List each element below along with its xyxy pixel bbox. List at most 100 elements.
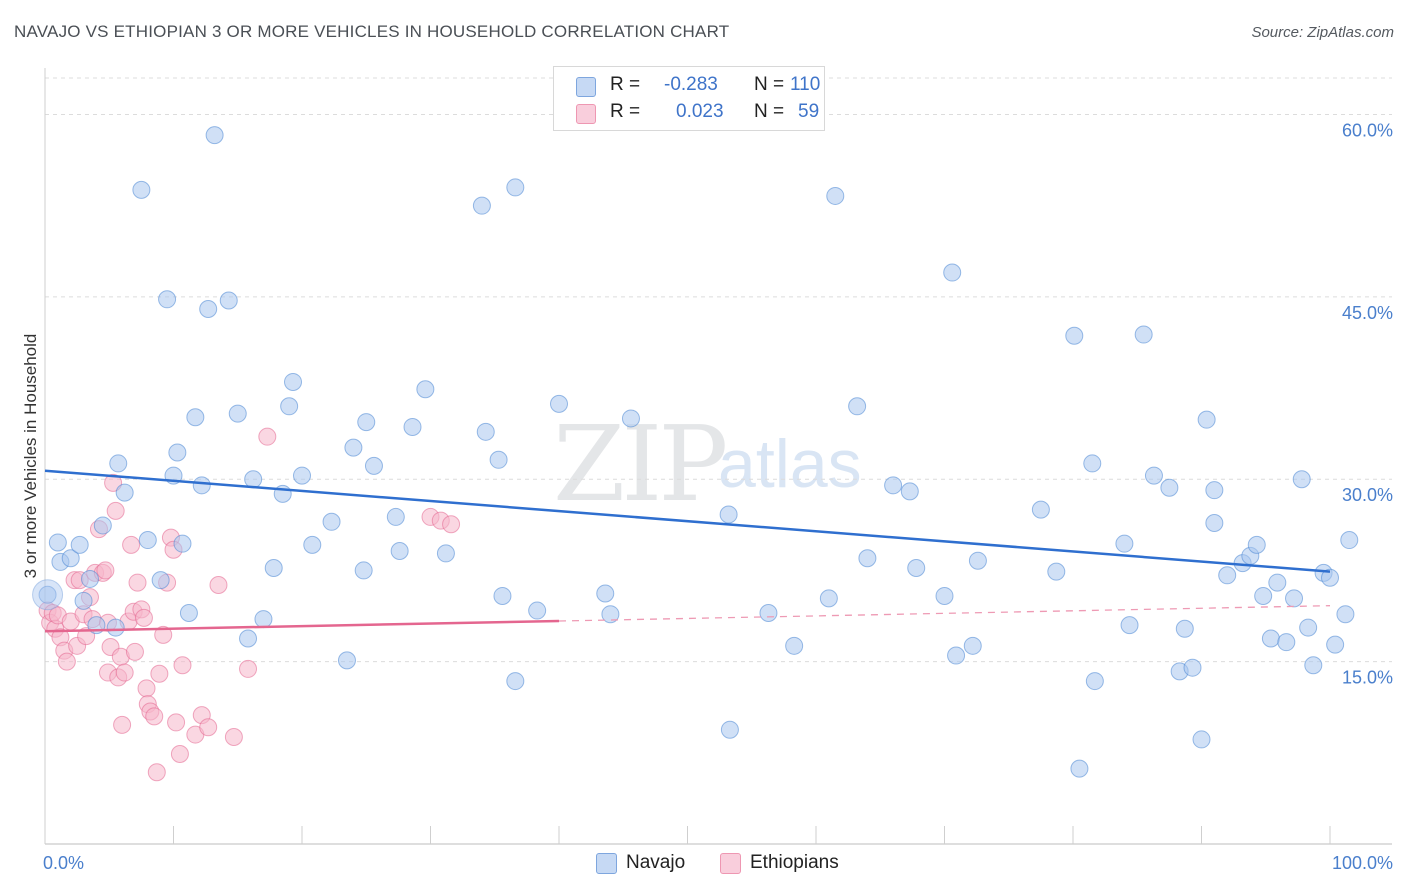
ethiopians-point	[147, 763, 166, 782]
navajo-point	[900, 482, 919, 501]
navajo-point	[601, 605, 620, 624]
navajo-point	[106, 618, 125, 637]
ethiopians-trend-line-solid	[44, 619, 560, 633]
navajo-point	[239, 629, 258, 648]
navajo-point	[1197, 410, 1216, 429]
navajo-point	[364, 456, 383, 475]
navajo-point	[1115, 534, 1134, 553]
navajo-point	[158, 290, 177, 309]
legend-label: Ethiopians	[750, 852, 839, 873]
ethiopians-point	[104, 473, 123, 492]
navajo-point	[550, 394, 568, 413]
navajo-point	[284, 372, 303, 391]
navajo-point	[943, 263, 962, 282]
axes	[44, 68, 1392, 845]
navajo-trend-line	[44, 469, 1331, 573]
navajo-point	[38, 585, 57, 604]
navajo-point	[1261, 629, 1280, 648]
navajo-point	[436, 544, 455, 563]
navajo-point	[785, 636, 804, 655]
ethiopians-points	[38, 427, 461, 782]
navajo-point	[1285, 589, 1304, 608]
ethiopians-swatch	[576, 104, 596, 124]
r-value: -0.283	[664, 74, 718, 95]
ethiopians-point	[137, 679, 156, 698]
navajo-point	[228, 404, 247, 423]
navajo-point	[109, 454, 128, 473]
ethiopians-point	[173, 656, 192, 675]
ethiopians-point	[258, 427, 277, 446]
navajo-point	[1321, 568, 1339, 587]
navajo-point	[963, 636, 982, 655]
ethiopians-point	[77, 627, 96, 646]
ethiopians-point	[239, 659, 258, 678]
navajo-point	[506, 178, 525, 197]
navajo-point	[1254, 586, 1273, 605]
navajo-point	[138, 531, 157, 550]
ethiopians-swatch	[720, 853, 741, 874]
y-tick-label: 30.0%	[1342, 485, 1393, 505]
ethiopians-point	[125, 642, 144, 661]
navajo-point	[1326, 635, 1345, 654]
navajo-point	[403, 417, 422, 436]
navajo-point	[205, 126, 224, 145]
navajo-point	[244, 470, 263, 489]
navajo-point	[528, 601, 547, 620]
navajo-point	[199, 300, 218, 319]
navajo-point	[354, 561, 373, 580]
navajo-point	[1047, 562, 1066, 581]
navajo-point	[70, 535, 89, 554]
x-tick-label-min: 0.0%	[43, 853, 84, 873]
navajo-swatch	[576, 77, 596, 97]
ethiopians-point	[115, 663, 134, 682]
navajo-point	[1134, 325, 1153, 344]
navajo-point	[596, 584, 615, 603]
ethiopians-point	[167, 713, 186, 732]
navajo-point	[848, 397, 867, 416]
navajo-point	[357, 413, 376, 432]
navajo-point	[1031, 500, 1050, 519]
ethiopians-point	[113, 715, 132, 734]
r-label: R =	[610, 74, 641, 95]
navajo-point	[132, 180, 151, 199]
navajo-point	[1192, 730, 1211, 749]
correlation-legend: R = -0.283 N = 110 R = 0.023 N = 59	[553, 66, 825, 131]
navajo-point	[344, 438, 363, 457]
navajo-point	[819, 589, 838, 608]
ethiopians-point	[442, 515, 461, 534]
navajo-point	[719, 505, 738, 524]
navajo-point	[115, 483, 134, 502]
watermark-atlas: atlas	[718, 426, 862, 502]
navajo-point	[1070, 759, 1089, 778]
ethiopians-point	[106, 501, 125, 520]
y-tick-label: 60.0%	[1342, 120, 1393, 140]
r-value: 0.023	[676, 101, 724, 122]
navajo-point	[1268, 573, 1287, 592]
navajo-point	[489, 450, 508, 469]
navajo-point	[907, 558, 926, 577]
navajo-point	[192, 476, 211, 495]
navajo-point	[386, 507, 405, 526]
navajo-point	[1083, 454, 1102, 473]
navajo-point	[947, 646, 966, 665]
r-label: R =	[610, 101, 641, 122]
y-tick-label: 15.0%	[1342, 668, 1393, 688]
navajo-point	[1340, 531, 1359, 550]
navajo-point	[720, 720, 739, 739]
navajo-point	[1144, 466, 1163, 485]
tick-labels: 15.0% 30.0% 45.0% 60.0% 0.0% 100.0%	[43, 120, 1393, 873]
navajo-point	[1085, 672, 1104, 691]
navajo-point	[1183, 658, 1202, 677]
navajo-point	[968, 551, 987, 570]
navajo-point	[1304, 656, 1323, 675]
ethiopians-point	[57, 652, 76, 671]
navajo-point	[1218, 566, 1237, 585]
navajo-point	[61, 549, 80, 568]
navajo-point	[621, 409, 640, 428]
navajo-point	[173, 534, 192, 553]
ethiopians-point	[150, 664, 169, 683]
navajo-swatch	[596, 853, 617, 874]
n-value: 110	[790, 74, 821, 95]
navajo-point	[1120, 616, 1139, 635]
navajo-point	[1175, 619, 1194, 638]
